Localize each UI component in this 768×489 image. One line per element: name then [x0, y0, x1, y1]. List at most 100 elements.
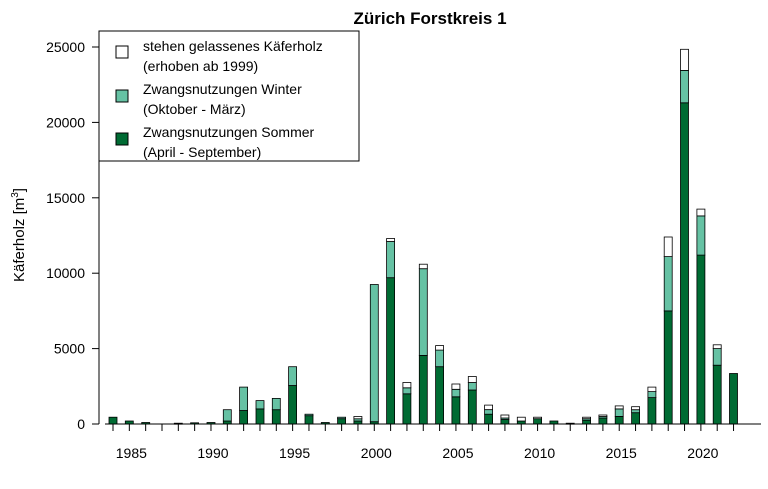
bar-winter-2020	[696, 215, 706, 256]
bar-stehen-2008	[500, 414, 510, 419]
bar-winter-1995	[288, 366, 298, 386]
bar-sommer-2015	[614, 416, 624, 425]
x-tick-label-2010: 2010	[524, 445, 555, 461]
x-tick-label-2020: 2020	[687, 445, 718, 461]
y-tick-label-20000: 20000	[46, 114, 85, 130]
bar-sommer-2001	[386, 277, 396, 425]
bar-stehen-2020	[696, 208, 706, 217]
y-axis-label: Käferholz [m3]	[10, 188, 28, 282]
bar-stehen-2010	[533, 416, 542, 420]
legend-swatch-winter	[115, 89, 129, 103]
legend-box	[98, 30, 360, 162]
bar-sommer-2017	[647, 397, 657, 425]
y-tick-label-15000: 15000	[46, 190, 85, 206]
bar-sommer-2020	[696, 254, 706, 425]
bar-winter-1993	[255, 400, 265, 410]
bar-sommer-2022	[729, 373, 738, 425]
bar-sommer-1995	[288, 385, 298, 425]
bar-stehen-2003	[418, 263, 428, 270]
bar-stehen-1999	[353, 416, 363, 420]
bar-sommer-2008	[500, 419, 510, 425]
x-tick-label-2015: 2015	[606, 445, 637, 461]
bar-sommer-1996	[304, 415, 314, 425]
bar-sommer-2021	[712, 364, 722, 425]
bar-stehen-2021	[712, 344, 722, 349]
bar-stehen-2017	[647, 386, 657, 393]
bar-stehen-2014	[598, 414, 608, 417]
bar-winter-1994	[271, 397, 281, 411]
bar-stehen-2005	[451, 383, 461, 390]
x-tick-label-2000: 2000	[361, 445, 392, 461]
bar-sommer-2005	[451, 396, 461, 425]
bar-stehen-2009	[516, 416, 526, 422]
y-axis-label-close: ]	[11, 188, 28, 192]
bar-stehen-2013	[582, 416, 591, 420]
bar-winter-2019	[680, 70, 689, 104]
bar-stehen-2019	[680, 48, 689, 71]
legend-label-winter-line1: Zwangsnutzungen Winter	[143, 81, 302, 97]
legend-swatch-sommer	[115, 132, 129, 146]
y-tick-label-10000: 10000	[46, 265, 85, 281]
bar-sommer-2014	[598, 417, 608, 425]
legend: stehen gelassenes Käferholz (erhoben ab …	[98, 30, 360, 162]
bar-winter-1992	[239, 386, 249, 411]
bar-winter-2002	[402, 387, 412, 395]
legend-label-sommer-line2: (April - September)	[143, 144, 261, 160]
x-tick-label-1985: 1985	[116, 445, 147, 461]
x-tick-label-1990: 1990	[197, 445, 228, 461]
bar-winter-2000	[369, 284, 379, 423]
bar-sommer-2013	[582, 419, 591, 425]
bar-winter-2018	[663, 256, 673, 312]
bar-winter-2016	[631, 409, 640, 414]
bar-sommer-2002	[402, 393, 412, 425]
y-axis-label-main: Käferholz [m	[11, 198, 28, 282]
y-axis-ticks: 0 5000 10000 15000 20000 25000	[46, 39, 99, 432]
chart-title: Zürich Forstkreis 1	[353, 9, 506, 28]
bar-sommer-2004	[435, 366, 445, 425]
legend-swatch-stehen	[115, 45, 129, 59]
bar-winter-2007	[484, 409, 494, 415]
bar-winter-2004	[435, 349, 445, 368]
bar-winter-2001	[386, 241, 396, 279]
bar-stehen-2016	[631, 406, 640, 411]
bar-sommer-1993	[255, 408, 265, 425]
bar-stehen-2007	[484, 404, 494, 411]
bar-sommer-2018	[663, 310, 673, 425]
bar-stehen-2006	[467, 376, 477, 383]
bar-sommer-2016	[631, 412, 640, 425]
bar-sommer-2010	[533, 418, 542, 425]
bar-winter-2015	[614, 408, 624, 417]
y-axis-label-superscript: 3	[10, 192, 21, 198]
y-tick-label-25000: 25000	[46, 39, 85, 55]
bar-winter-2003	[418, 268, 428, 356]
bar-stehen-2015	[614, 405, 624, 410]
bar-winter-1996	[304, 413, 314, 417]
bar-winter-1991	[222, 409, 232, 422]
y-tick-label-5000: 5000	[54, 341, 85, 357]
bar-sommer-1992	[239, 409, 249, 425]
bar-sommer-2019	[680, 102, 689, 425]
x-tick-label-2005: 2005	[442, 445, 473, 461]
bar-winter-2021	[712, 348, 722, 366]
legend-label-sommer-line1: Zwangsnutzungen Sommer	[143, 124, 315, 140]
x-axis-ticks: 1985 1990 1995 2000 2005 2010 2015 2020	[112, 424, 735, 461]
bar-sommer-2007	[484, 413, 494, 425]
bar-sommer-1994	[271, 409, 281, 425]
bar-winter-2017	[647, 391, 657, 399]
bar-sommer-1998	[337, 418, 347, 425]
bar-winter-2005	[451, 388, 461, 398]
bar-stehen-2018	[663, 236, 673, 258]
bar-sommer-1984	[108, 416, 118, 425]
legend-label-stehen-line1: stehen gelassenes Käferholz	[143, 38, 323, 54]
x-tick-label-1995: 1995	[279, 445, 310, 461]
bar-sommer-2003	[418, 354, 428, 425]
legend-label-stehen-line2: (erhoben ab 1999)	[143, 58, 258, 74]
bar-winter-2006	[467, 382, 477, 391]
bar-stehen-2002	[402, 382, 412, 389]
bar-winter-1998	[337, 416, 347, 420]
bar-stehen-2004	[435, 345, 445, 351]
bar-stehen-2001	[386, 238, 396, 242]
y-tick-label-0: 0	[77, 416, 85, 432]
